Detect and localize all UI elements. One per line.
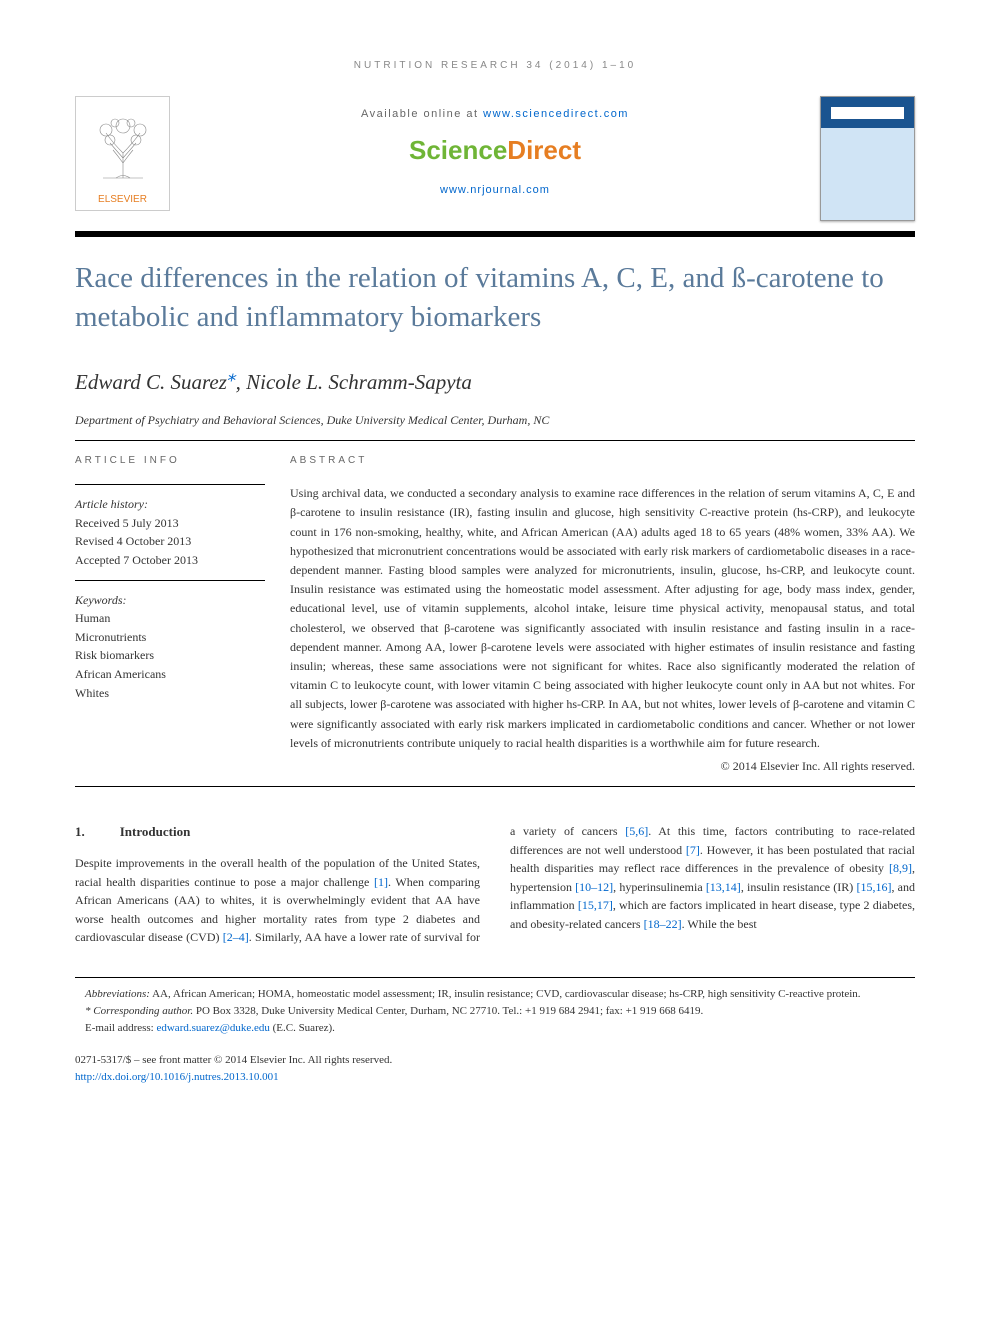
keyword-4: Whites: [75, 684, 265, 703]
abstract-label: ABSTRACT: [290, 455, 915, 466]
journal-cover-thumb[interactable]: [820, 96, 915, 221]
abstract-column: ABSTRACT Using archival data, we conduct…: [290, 441, 915, 774]
ref-link-8[interactable]: [15,16]: [856, 880, 891, 894]
email-footnote: E-mail address: edward.suarez@duke.edu (…: [75, 1020, 915, 1037]
keyword-1: Micronutrients: [75, 628, 265, 647]
footer-block: 0271-5317/$ – see front matter © 2014 El…: [75, 1052, 915, 1085]
article-title: Race differences in the relation of vita…: [75, 259, 915, 337]
sciencedirect-link[interactable]: www.sciencedirect.com: [483, 108, 629, 120]
ref-link-4[interactable]: [7]: [686, 843, 700, 857]
footer-issn-line: 0271-5317/$ – see front matter © 2014 El…: [75, 1052, 915, 1069]
info-rule-2: [75, 580, 265, 581]
author-link-1[interactable]: Edward C. Suarez: [75, 370, 227, 394]
history-heading: Article history:: [75, 495, 265, 514]
journal-url-link[interactable]: www.nrjournal.com: [440, 184, 550, 196]
header-block: ELSEVIER Available online at www.science…: [75, 96, 915, 237]
authors-line: Edward C. Suarez⁎, Nicole L. Schramm-Sap…: [75, 365, 915, 395]
keyword-3: African Americans: [75, 665, 265, 684]
author-link-2[interactable]: Nicole L. Schramm-Sapyta: [246, 370, 472, 394]
doi-link[interactable]: http://dx.doi.org/10.1016/j.nutres.2013.…: [75, 1071, 279, 1083]
keyword-2: Risk biomarkers: [75, 646, 265, 665]
ref-link-6[interactable]: [10–12]: [575, 880, 613, 894]
introduction-section: 1.Introduction Despite improvements in t…: [75, 822, 915, 947]
article-info-label: ARTICLE INFO: [75, 455, 265, 466]
keywords-heading: Keywords:: [75, 591, 265, 610]
footnotes-block: Abbreviations: AA, African American; HOM…: [75, 977, 915, 1037]
journal-link-line: www.nrjournal.com: [185, 184, 805, 196]
keyword-0: Human: [75, 609, 265, 628]
ref-link-10[interactable]: [18–22]: [644, 917, 682, 931]
history-received: Received 5 July 2013: [75, 514, 265, 533]
article-info-column: ARTICLE INFO Article history: Received 5…: [75, 441, 290, 774]
section-heading-1: 1.Introduction: [75, 822, 480, 842]
ref-link-7[interactable]: [13,14]: [706, 880, 741, 894]
abbreviations-footnote: Abbreviations: AA, African American; HOM…: [75, 986, 915, 1003]
affiliation: Department of Psychiatry and Behavioral …: [75, 413, 915, 428]
available-line: Available online at www.sciencedirect.co…: [185, 108, 805, 120]
history-revised: Revised 4 October 2013: [75, 532, 265, 551]
divider-bar-top: [75, 231, 915, 237]
ref-link-3[interactable]: [5,6]: [625, 824, 648, 838]
info-rule-1: [75, 484, 265, 485]
elsevier-label: ELSEVIER: [98, 194, 147, 205]
email-link[interactable]: edward.suarez@duke.edu: [156, 1022, 269, 1034]
ref-link-9[interactable]: [15,17]: [578, 898, 613, 912]
corresponding-author-footnote: * Corresponding author. PO Box 3328, Duk…: [75, 1003, 915, 1020]
rule-2: [75, 786, 915, 787]
abstract-copyright: © 2014 Elsevier Inc. All rights reserved…: [290, 759, 915, 774]
abstract-text: Using archival data, we conducted a seco…: [290, 484, 915, 753]
elsevier-tree-icon: [76, 97, 169, 194]
history-accepted: Accepted 7 October 2013: [75, 551, 265, 570]
elsevier-logo[interactable]: ELSEVIER: [75, 96, 170, 211]
ref-link-5[interactable]: [8,9]: [889, 861, 912, 875]
sciencedirect-logo[interactable]: ScienceDirect: [185, 135, 805, 166]
ref-link-2[interactable]: [2–4]: [223, 930, 249, 944]
ref-link-1[interactable]: [1]: [374, 875, 388, 889]
running-head: NUTRITION RESEARCH 34 (2014) 1–10: [75, 60, 915, 71]
